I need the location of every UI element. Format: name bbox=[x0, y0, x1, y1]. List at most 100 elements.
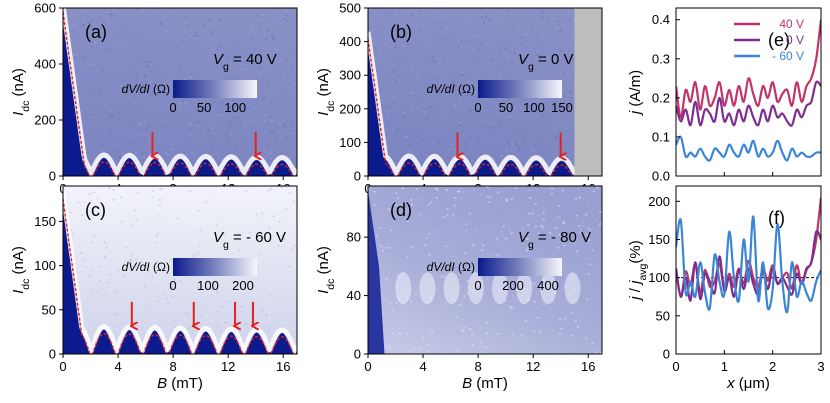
noise-speck bbox=[452, 237, 455, 239]
noise-speck bbox=[427, 86, 430, 88]
noise-speck bbox=[223, 233, 226, 236]
noise-speck bbox=[172, 143, 175, 146]
noise-speck bbox=[442, 115, 445, 117]
noise-speck bbox=[531, 59, 534, 62]
noise-speck bbox=[66, 14, 69, 17]
noise-speck bbox=[184, 222, 188, 224]
noise-speck bbox=[197, 190, 200, 193]
noise-speck bbox=[210, 319, 213, 322]
noise-speck bbox=[560, 327, 563, 330]
noise-speck bbox=[108, 273, 111, 276]
noise-speck bbox=[211, 291, 215, 294]
noise-speck bbox=[113, 68, 116, 71]
noise-speck bbox=[386, 268, 390, 271]
noise-speck bbox=[262, 237, 265, 239]
noise-speck bbox=[560, 348, 564, 350]
noise-speck bbox=[178, 323, 181, 325]
noise-speck bbox=[600, 221, 602, 224]
noise-speck bbox=[537, 284, 540, 286]
noise-speck bbox=[240, 243, 243, 246]
noise-speck bbox=[89, 207, 92, 210]
noise-speck bbox=[94, 41, 97, 44]
legend-label: 0 V bbox=[786, 33, 804, 47]
noise-speck bbox=[499, 125, 502, 128]
noise-speck bbox=[469, 109, 472, 112]
noise-speck bbox=[537, 305, 540, 308]
colorbar-tick-label: 50 bbox=[499, 100, 513, 115]
noise-speck bbox=[466, 94, 469, 97]
noise-speck bbox=[386, 121, 389, 124]
noise-speck bbox=[148, 297, 152, 299]
noise-speck bbox=[267, 312, 271, 314]
noise-speck bbox=[454, 204, 457, 207]
noise-speck bbox=[498, 98, 501, 100]
noise-speck bbox=[248, 231, 251, 234]
colorbar-tick-label: 200 bbox=[502, 278, 524, 293]
noise-speck bbox=[404, 33, 407, 36]
noise-speck bbox=[526, 238, 529, 240]
noise-speck bbox=[99, 16, 102, 19]
noise-speck bbox=[518, 141, 521, 143]
noise-speck bbox=[209, 304, 212, 306]
noise-speck bbox=[424, 150, 427, 153]
noise-speck bbox=[463, 190, 466, 193]
noise-speck bbox=[144, 74, 147, 77]
noise-speck bbox=[404, 314, 407, 317]
noise-speck bbox=[537, 99, 540, 101]
noise-speck bbox=[277, 17, 280, 19]
noise-speck bbox=[561, 189, 564, 192]
noise-speck bbox=[559, 30, 563, 32]
noise-speck bbox=[501, 333, 504, 336]
noise-speck bbox=[419, 10, 423, 13]
noise-speck bbox=[282, 103, 285, 106]
noise-speck bbox=[153, 287, 156, 289]
noise-speck bbox=[424, 31, 427, 33]
y-tick-label: 600 bbox=[34, 1, 56, 16]
noise-speck bbox=[523, 138, 526, 141]
noise-speck bbox=[468, 331, 471, 334]
noise-speck bbox=[210, 144, 213, 147]
noise-speck bbox=[163, 57, 166, 60]
noise-speck bbox=[556, 116, 559, 119]
noise-speck bbox=[265, 144, 268, 147]
noise-speck bbox=[535, 53, 539, 56]
noise-speck bbox=[490, 126, 493, 129]
noise-speck bbox=[91, 43, 94, 45]
noise-speck bbox=[442, 87, 445, 89]
x-tick-label: 8 bbox=[475, 359, 482, 374]
noise-speck bbox=[80, 214, 84, 217]
noise-speck bbox=[88, 22, 91, 24]
noise-speck bbox=[423, 110, 427, 113]
noise-speck bbox=[511, 143, 514, 145]
x-tick-label: 0 bbox=[672, 359, 679, 374]
noise-speck bbox=[185, 102, 188, 104]
noise-speck bbox=[444, 37, 448, 40]
noise-speck bbox=[158, 215, 161, 217]
noise-speck bbox=[517, 146, 521, 149]
noise-speck bbox=[475, 195, 478, 198]
noise-speck bbox=[440, 344, 444, 346]
noise-speck bbox=[129, 258, 132, 261]
noise-speck bbox=[284, 88, 287, 91]
noise-speck bbox=[425, 237, 428, 239]
noise-speck bbox=[99, 132, 103, 134]
noise-speck bbox=[239, 139, 242, 142]
noise-speck bbox=[414, 292, 417, 295]
noise-speck bbox=[195, 125, 198, 128]
noise-speck bbox=[372, 29, 375, 32]
noise-speck bbox=[163, 294, 166, 296]
noise-speck bbox=[435, 197, 438, 199]
noise-speck bbox=[259, 264, 262, 267]
noise-speck bbox=[598, 223, 602, 226]
noise-speck bbox=[463, 295, 466, 297]
noise-speck bbox=[164, 74, 167, 76]
noise-speck bbox=[277, 130, 280, 133]
colorbar-tick-label: 150 bbox=[551, 100, 573, 115]
noise-speck bbox=[563, 244, 566, 247]
noise-speck bbox=[264, 114, 268, 117]
noise-speck bbox=[448, 148, 451, 150]
noise-speck bbox=[505, 115, 509, 118]
noise-speck bbox=[564, 122, 568, 125]
noise-speck bbox=[478, 49, 481, 51]
